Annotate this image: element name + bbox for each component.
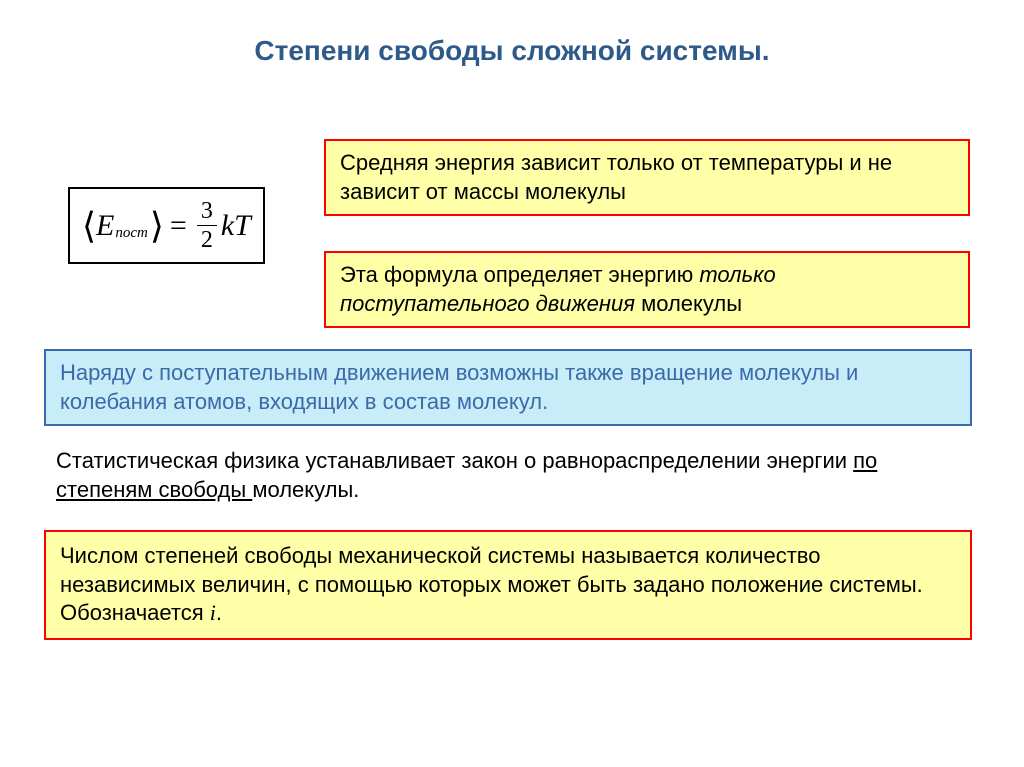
formula-E: E: [96, 209, 114, 243]
fraction: 3 2: [197, 199, 217, 252]
angle-right: ⟩: [150, 208, 164, 244]
plain-post: молекулы.: [252, 477, 359, 502]
formula-subscript: пост: [115, 225, 148, 242]
box2-suffix: молекулы: [635, 291, 742, 316]
box2-prefix: Эта формула определяет энергию: [340, 262, 699, 287]
formula: ⟨ E пост ⟩ = 3 2 kT: [82, 199, 251, 252]
fraction-den: 2: [197, 226, 217, 252]
yellow-box-2: Эта формула определяет энергию только по…: [324, 251, 970, 328]
plain-pre: Статистическая физика устанавливает зако…: [56, 448, 853, 473]
yellow-box-3: Числом степеней свободы механической сис…: [44, 530, 972, 640]
formula-kT: kT: [221, 209, 251, 243]
fraction-num: 3: [197, 199, 217, 226]
equals-sign: =: [170, 209, 187, 243]
yellow-box-1: Средняя энергия зависит только от темпер…: [324, 139, 970, 216]
box3-text: Числом степеней свободы механической сис…: [60, 543, 923, 625]
formula-box: ⟨ E пост ⟩ = 3 2 kT: [68, 187, 265, 264]
cyan-box: Наряду с поступательным движением возмож…: [44, 349, 972, 426]
angle-left: ⟨: [82, 208, 96, 244]
box3-dot: .: [216, 600, 222, 625]
plain-text: Статистическая физика устанавливает зако…: [56, 447, 976, 504]
slide-title: Степени свободы сложной системы.: [0, 35, 1024, 67]
